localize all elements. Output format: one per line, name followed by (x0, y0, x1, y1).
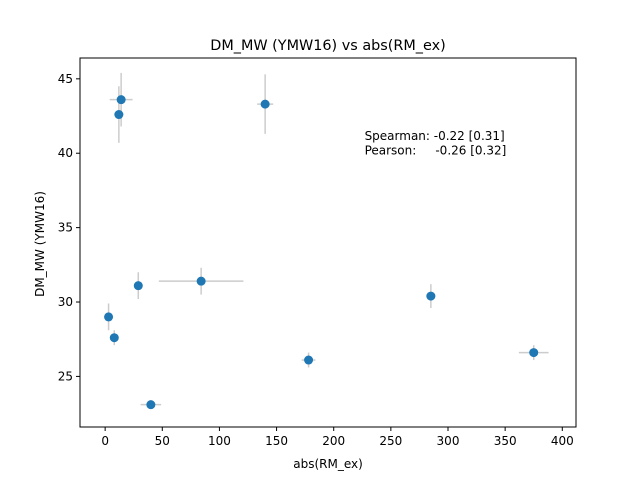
x-tick-label-50: 50 (155, 434, 170, 448)
data-point-5 (104, 312, 114, 322)
data-point-9 (426, 291, 436, 301)
data-point-3 (133, 281, 143, 291)
x-tick-label-200: 200 (322, 434, 345, 448)
x-tick-label-250: 250 (379, 434, 402, 448)
data-point-4 (196, 276, 206, 286)
data-point-8 (304, 355, 314, 365)
data-point-6 (109, 333, 119, 343)
x-tick-label-150: 150 (265, 434, 288, 448)
y-tick-label-25: 25 (58, 369, 73, 383)
x-tick-label-0: 0 (101, 434, 109, 448)
x-tick-label-100: 100 (208, 434, 231, 448)
correlation-annotation-0: Spearman: -0.22 [0.31] (365, 129, 505, 143)
plot-frame (79, 57, 577, 428)
data-point-7 (146, 400, 156, 410)
y-axis-label: DM_MW (YMW16) (33, 191, 47, 297)
y-tick-label-45: 45 (58, 72, 73, 86)
y-tick-label-40: 40 (58, 146, 73, 160)
plot-area: 0 50 100 150 200 250 300 350 400 25 30 35 40 45 Spearm… (58, 57, 577, 448)
x-tick-label-350: 350 (494, 434, 517, 448)
data-point-2 (260, 99, 270, 109)
x-tick-label-400: 400 (551, 434, 574, 448)
chart-title: DM_MW (YMW16) vs abs(RM_ex) (210, 38, 445, 54)
y-tick-label-30: 30 (58, 295, 73, 309)
y-tick-label-35: 35 (58, 221, 73, 235)
data-point-10 (529, 348, 539, 358)
data-point-0 (116, 95, 126, 105)
correlation-annotation-1: Pearson: -0.26 [0.32] (365, 144, 507, 158)
data-point-1 (114, 110, 124, 120)
x-tick-label-300: 300 (437, 434, 460, 448)
x-axis-label: abs(RM_ex) (293, 457, 363, 471)
